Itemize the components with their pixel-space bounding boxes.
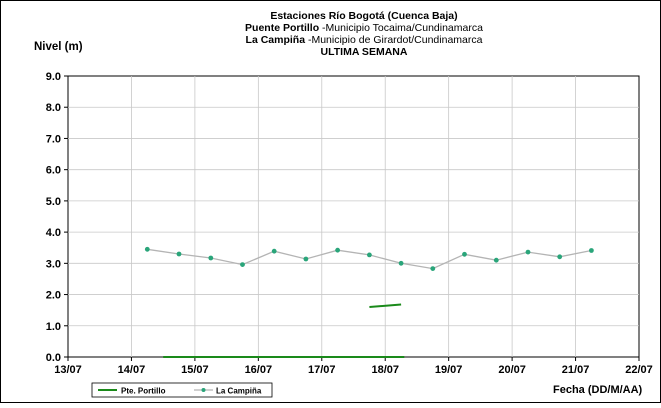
x-axis-ticks: 13/07 14/07 15/07 16/07 17/07 18/07 19/07 20/07… — [54, 357, 653, 376]
x-tick-label-2: 15/07 — [181, 364, 209, 376]
x-tick-label-6: 19/07 — [435, 364, 463, 376]
y-tick-label-8: 8.0 — [46, 102, 61, 114]
title-line-1-normal: -Municipio Tocaima/Cundinamarca — [319, 22, 483, 34]
legend-label-pte-portillo: Pte. Portillo — [121, 387, 166, 396]
series-la-campi-a-point-9 — [430, 266, 436, 271]
y-tick-label-0: 0.0 — [46, 352, 61, 364]
series-la-campi-a-point-4 — [271, 248, 277, 254]
y-axis-label: Nivel (m) — [34, 41, 83, 53]
series-la-campi-a-point-3 — [240, 262, 245, 267]
series-la-campi-a-point-5 — [303, 256, 309, 262]
y-tick-label-5: 5.0 — [46, 196, 61, 208]
title-line-1: Puente Portillo -Municipio Tocaima/Cundi… — [245, 22, 483, 34]
title-line-2-normal: -Municipio de Girardot/Cundinamarca — [305, 34, 483, 46]
x-tick-label-0: 13/07 — [54, 364, 82, 376]
x-tick-label-5: 18/07 — [371, 364, 399, 376]
plot-area — [67, 75, 640, 358]
legend-label-la-campina: La Campiña — [216, 387, 262, 396]
legend-box — [91, 382, 273, 398]
series-la-campi-a-point-8 — [398, 260, 404, 266]
series-la-campi-a-point-1 — [176, 251, 182, 257]
series-la-campi-a-point-7 — [367, 252, 372, 258]
title-line-2: La Campiña -Municipio de Girardot/Cundin… — [246, 34, 483, 46]
y-tick-label-9: 9.0 — [46, 71, 61, 83]
y-tick-label-7: 7.0 — [46, 133, 61, 145]
series-la-campi-a-point-2 — [208, 255, 214, 261]
series-la-campi-a-point-11 — [493, 257, 499, 263]
y-tick-label-3: 3.0 — [46, 258, 61, 270]
title-line-0-bold: Estaciones Río Bogotá (Cuenca Baja) — [270, 10, 457, 22]
y-axis-ticks: 0.0 1.0 2.0 3.0 4.0 5.0 6.0 7.0 8.0 9.0 — [46, 71, 68, 364]
chart-title: Estaciones Río Bogotá (Cuenca Baja)Puent… — [245, 10, 483, 58]
title-line-1-bold: Puente Portillo — [245, 22, 319, 34]
y-tick-label-1: 1.0 — [46, 321, 61, 333]
series-la-campi-a-point-10 — [462, 251, 467, 257]
title-line-0: Estaciones Río Bogotá (Cuenca Baja) — [270, 10, 457, 22]
legend: Pte. Portillo La Campiña — [91, 382, 273, 398]
x-tick-label-9: 22/07 — [625, 364, 653, 376]
series-la-campi-a-point-12 — [525, 249, 531, 255]
title-line-3-bold: ULTIMA SEMANA — [321, 46, 408, 58]
y-tick-label-2: 2.0 — [46, 290, 61, 302]
y-tick-label-6: 6.0 — [46, 165, 61, 177]
y-tick-label-4: 4.0 — [46, 227, 61, 239]
x-tick-label-7: 20/07 — [498, 364, 526, 376]
series-la-campi-a-point-13 — [557, 254, 563, 260]
series-la-campi-a-point-6 — [335, 247, 340, 253]
legend-marker-la-campina — [201, 388, 206, 392]
series — [144, 246, 594, 358]
x-tick-label-4: 17/07 — [308, 364, 336, 376]
series-la-campi-a-point-0 — [144, 246, 150, 252]
x-tick-label-8: 21/07 — [562, 364, 590, 376]
x-tick-label-1: 14/07 — [118, 364, 146, 376]
title-line-3: ULTIMA SEMANA — [321, 46, 408, 58]
series-pte-portillo-segment-1 — [369, 303, 402, 308]
x-axis-label: Fecha (DD/M/AA) — [553, 384, 643, 396]
grid — [68, 76, 639, 357]
title-line-2-bold: La Campiña — [246, 34, 306, 46]
series-la-campi-a-point-14 — [589, 248, 594, 253]
x-tick-label-3: 16/07 — [245, 364, 273, 376]
